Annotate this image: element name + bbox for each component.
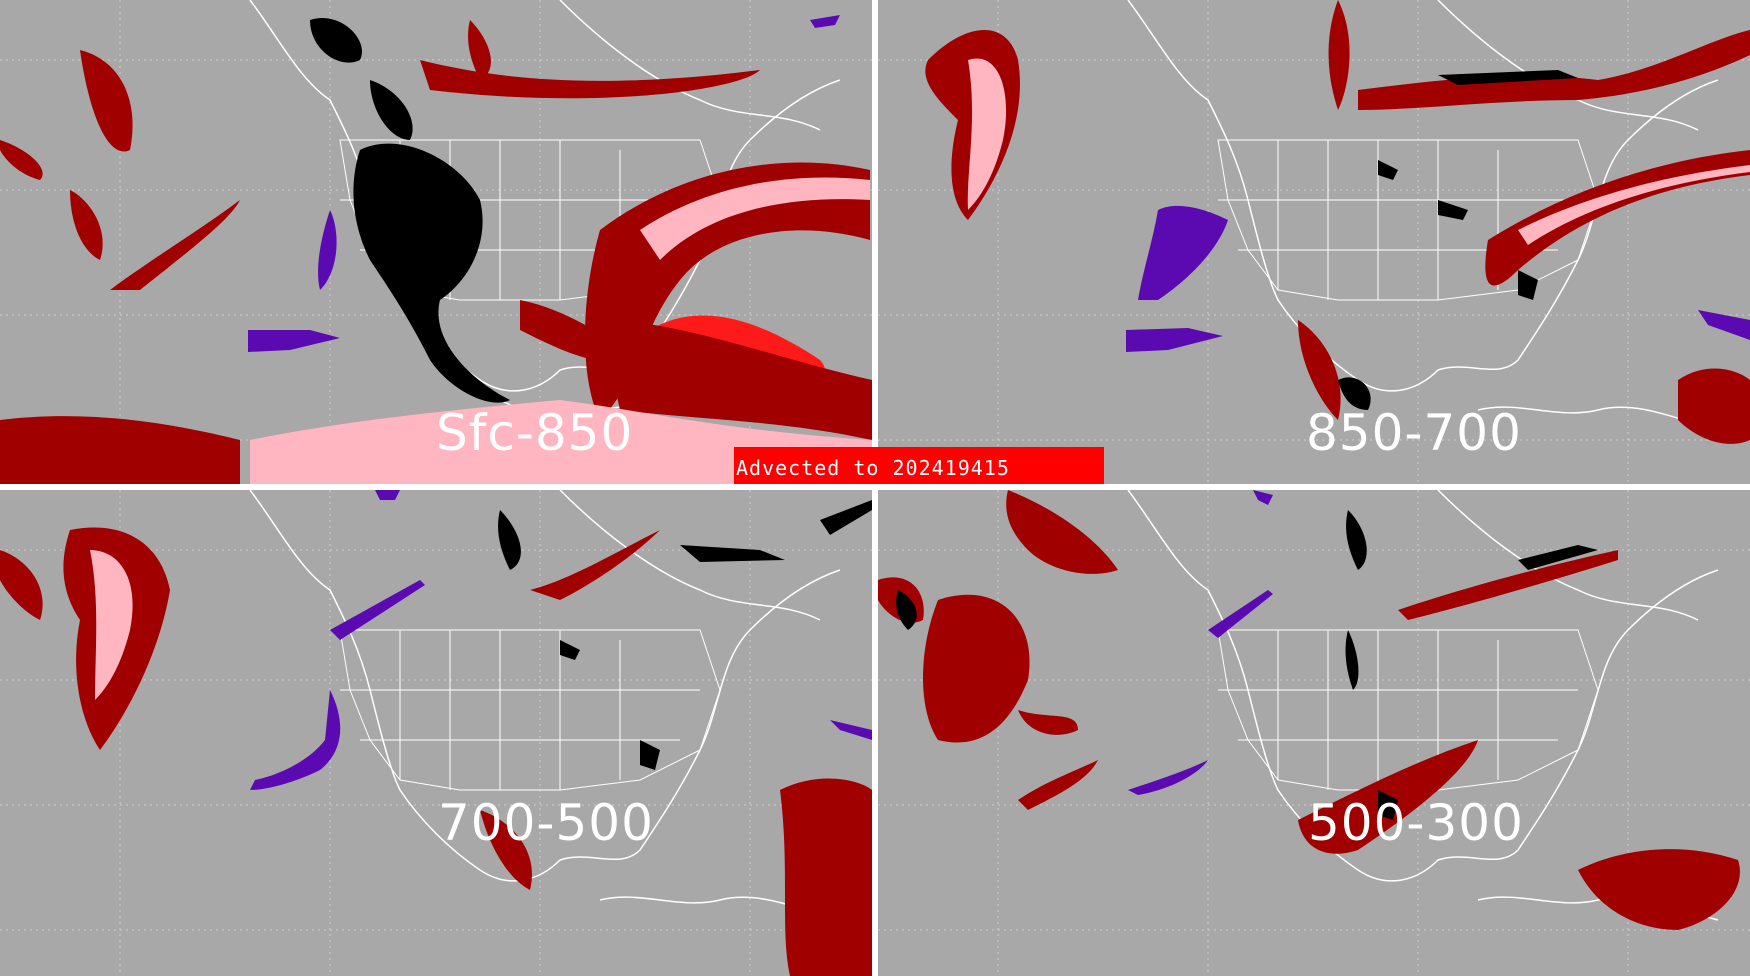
panel-label: 850-700	[1306, 404, 1522, 462]
precip-fields	[0, 15, 872, 484]
precip-fields	[878, 490, 1740, 930]
banner-prefix: Advected to	[736, 456, 880, 480]
panel-sfc-850: Sfc-850	[0, 0, 872, 484]
banner-value: 202419415	[892, 456, 1010, 480]
state-borders	[339, 629, 721, 791]
panel-850-700: 850-700	[878, 0, 1750, 484]
panel-label: 700-500	[438, 794, 654, 852]
map-500-300	[878, 490, 1750, 976]
map-sfc-850	[0, 0, 872, 484]
precip-fields	[925, 0, 1750, 444]
panel-label: 500-300	[1308, 794, 1524, 852]
panel-500-300: 500-300	[878, 490, 1750, 976]
panel-700-500: 700-500	[0, 490, 872, 976]
precip-fields	[0, 490, 872, 976]
map-700-500	[0, 490, 872, 976]
map-850-700	[878, 0, 1750, 484]
advected-banner: Advected to 202419415	[734, 447, 1104, 484]
state-borders	[1217, 629, 1599, 791]
panel-label: Sfc-850	[436, 404, 634, 462]
